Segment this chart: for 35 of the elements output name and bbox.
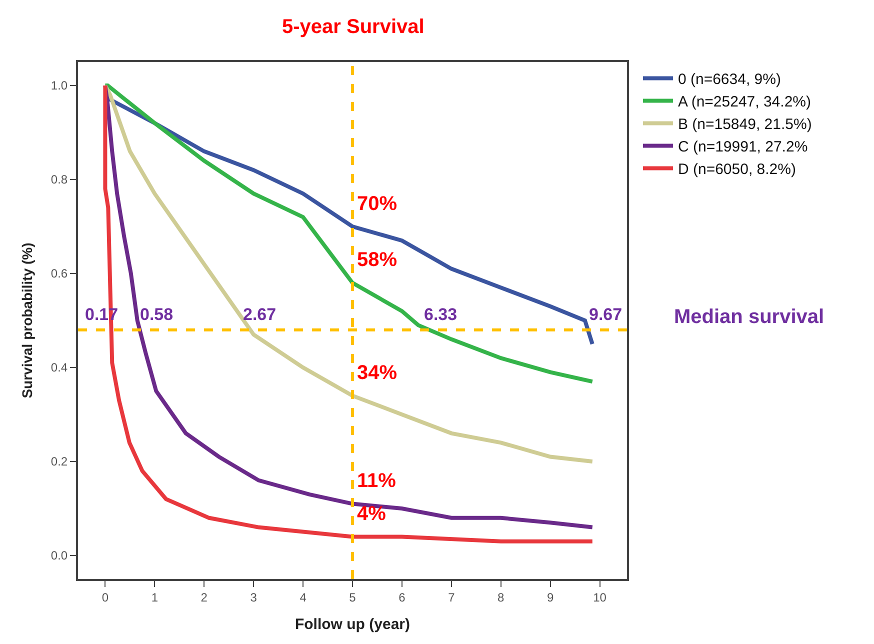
annotation: 9.67 [589,305,622,324]
legend-label: D (n=6050, 8.2%) [678,161,796,178]
legend-label: B (n=15849, 21.5%) [678,116,812,134]
legend-label: A (n=25247, 34.2%) [678,94,811,111]
x-tick-label: 0 [102,590,109,604]
annotation: 11% [357,470,396,492]
y-axis-title: Survival probability (%) [19,242,36,398]
ref-line-label: Median survival [674,306,824,328]
x-tick-label: 6 [398,590,406,604]
annotation: 2.67 [243,305,276,324]
annotation: 6.33 [424,305,458,324]
x-tick-label: 8 [498,590,505,604]
y-tick-label: 0.4 [50,360,68,375]
x-tick-label: 10 [593,590,607,604]
y-tick-label: 0.2 [50,454,68,469]
x-tick-label: 1 [151,590,158,604]
y-tick-label: 1.0 [50,78,68,93]
legend-label: 0 (n=6634, 9%) [678,71,781,88]
annotation: 0.58 [140,305,174,324]
annotation: 70% [357,193,398,215]
annotation: 58% [357,249,398,271]
ref-line-label: 5-year Survival [282,16,424,38]
x-tick-label: 5 [349,590,356,604]
x-axis-title: Follow up (year) [294,616,410,633]
x-tick-label: 4 [300,590,307,604]
annotation: 34% [357,362,398,384]
x-tick-label: 3 [250,590,258,604]
x-tick-label: 2 [200,590,208,604]
legend-label: C (n=19991, 27.2% [678,138,808,156]
annotation: 4% [357,503,386,525]
y-tick-label: 0.0 [50,548,68,563]
x-tick-label: 9 [546,590,554,604]
y-tick-label: 0.6 [50,266,68,281]
x-tick-label: 7 [448,590,456,604]
y-tick-label: 0.8 [50,172,68,187]
